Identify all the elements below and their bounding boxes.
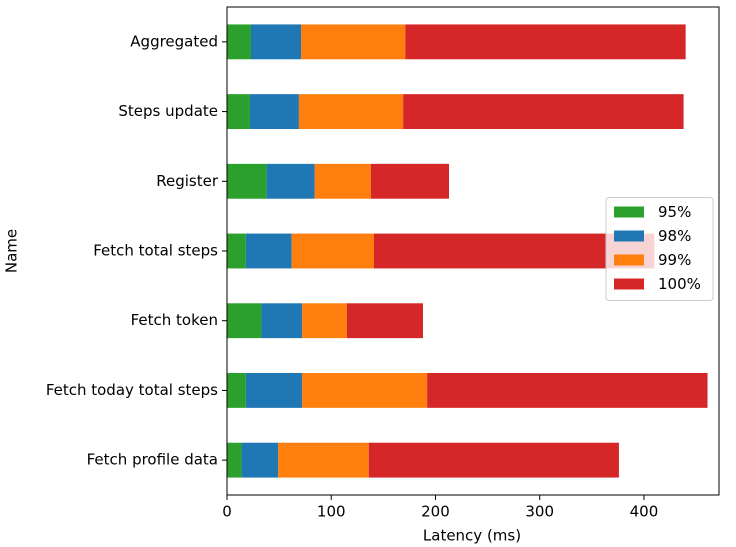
x-tick-label: 200 <box>421 503 450 521</box>
legend-swatch <box>614 230 644 242</box>
bar-segment <box>227 24 251 60</box>
x-tick-label: 400 <box>630 503 659 521</box>
legend-label: 99% <box>658 251 691 269</box>
bar-segment <box>291 233 374 269</box>
bar-segment <box>346 303 423 339</box>
y-tick-label: Fetch token <box>131 311 218 329</box>
legend-label: 98% <box>658 227 691 245</box>
legend-box <box>605 197 714 301</box>
legend-label: 95% <box>658 203 691 221</box>
bar-segment <box>261 303 303 339</box>
bar-segment <box>227 303 262 339</box>
legend: 95% 98% 99% 100% <box>605 197 714 301</box>
plot-frame <box>226 6 720 496</box>
bar-segment <box>403 94 684 129</box>
y-tick-label: Fetch profile data <box>87 451 218 469</box>
bar-segment <box>302 373 428 408</box>
bar-segment <box>278 442 369 478</box>
y-tick-label: Fetch total steps <box>93 242 218 260</box>
bar-segment <box>301 24 406 60</box>
bar-segment <box>245 373 303 408</box>
y-axis-label: Name <box>3 229 21 273</box>
bar-segment <box>370 163 450 199</box>
bar-segment <box>227 94 250 129</box>
bar-segment <box>427 373 708 408</box>
bar-segment <box>302 303 347 339</box>
y-tick-label: Fetch today total steps <box>46 381 218 399</box>
bar-segment <box>298 94 404 129</box>
bar-segment <box>314 163 371 199</box>
y-tick-label: Steps update <box>118 102 218 120</box>
bar-segment <box>227 233 246 269</box>
bar-segment <box>245 233 292 269</box>
legend-swatch <box>614 254 644 266</box>
x-axis-label: Latency (ms) <box>423 527 521 545</box>
bar-segment <box>266 163 315 199</box>
bar-segment <box>227 442 242 478</box>
legend-swatch <box>614 278 644 290</box>
bar-segment <box>227 373 246 408</box>
bar-segment <box>227 163 267 199</box>
bar-segment <box>241 442 279 478</box>
x-tick-label: 0 <box>222 503 232 521</box>
legend-label: 100% <box>658 275 701 293</box>
y-tick-label: Register <box>156 172 219 190</box>
bar-segment <box>405 24 686 60</box>
x-tick-label: 300 <box>525 503 554 521</box>
x-tick-label: 100 <box>317 503 346 521</box>
bar-segment <box>249 94 299 129</box>
bar-segment <box>368 442 619 478</box>
bar-segment <box>250 24 302 60</box>
y-tick-label: Aggregated <box>130 32 218 50</box>
legend-swatch <box>614 206 644 218</box>
